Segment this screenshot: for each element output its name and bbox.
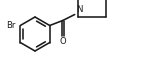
Text: Br: Br: [6, 22, 15, 30]
Text: N: N: [76, 4, 82, 14]
Text: O: O: [59, 37, 66, 45]
